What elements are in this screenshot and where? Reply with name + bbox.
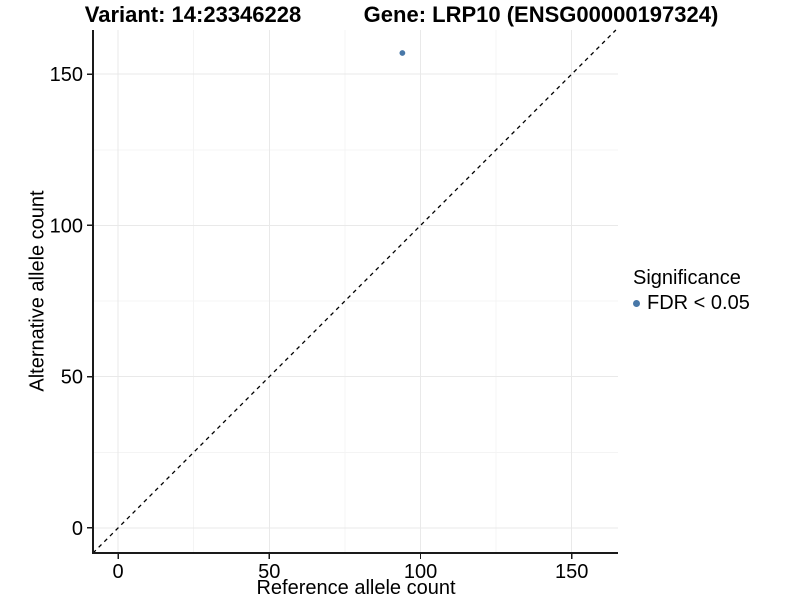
y-tick-label: 0 [72, 518, 83, 540]
data-point [399, 50, 406, 56]
y-tick-label: 100 [50, 215, 83, 237]
y-tick-label: 150 [50, 64, 83, 86]
legend-item: FDR < 0.05 [633, 292, 750, 315]
y-axis-label: Alternative allele count [26, 190, 49, 392]
legend-title: Significance [633, 267, 741, 289]
legend-point-icon [633, 300, 640, 307]
x-tick-label: 100 [404, 561, 437, 583]
x-axis-label: Reference allele count [256, 577, 456, 599]
y-tick-label: 50 [61, 367, 83, 389]
x-tick-label: 0 [113, 561, 124, 583]
x-tick-label: 50 [258, 561, 280, 583]
legend: Significance FDR < 0.05 [633, 267, 750, 315]
identity-line [92, 29, 617, 554]
x-tick-label: 150 [555, 561, 588, 583]
plot-title-variant: Variant: 14:23346228 [84, 2, 302, 27]
plot-title-gene: Gene: LRP10 (ENSG00000197324) [363, 2, 719, 27]
legend-item-label: FDR < 0.05 [647, 292, 750, 314]
